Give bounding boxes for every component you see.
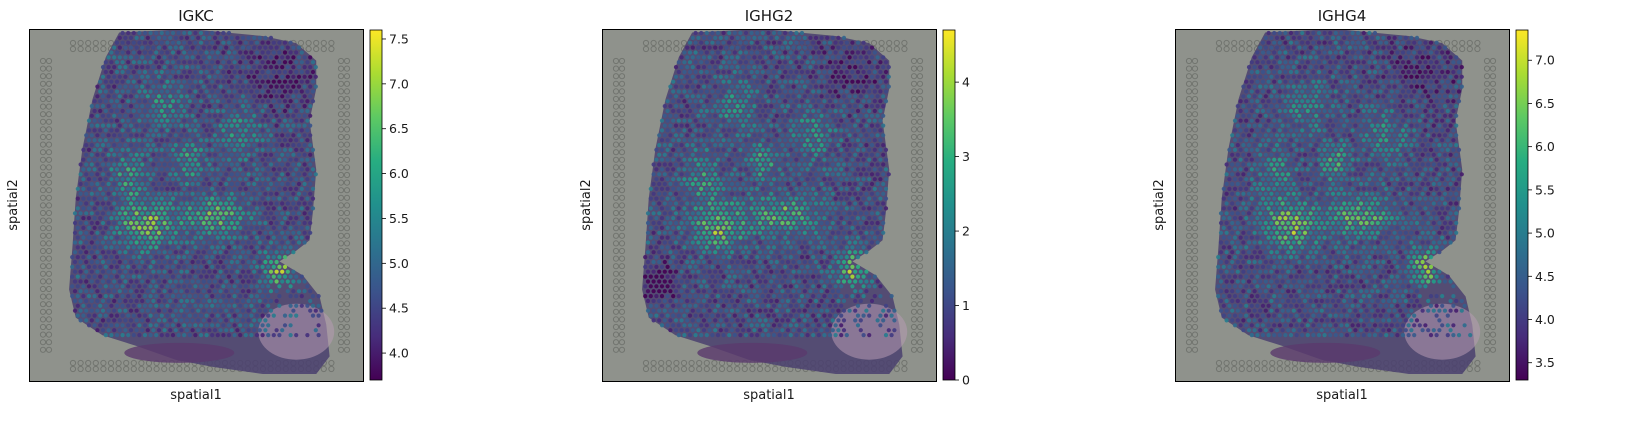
colorbar-tick-label: 6.5 [1535,96,1555,111]
colorbar-tick-label: 5.5 [1535,182,1555,197]
colorbar: 4.0 4.5 5.0 5.5 6.0 6.5 7.0 7.5 [369,29,409,381]
chart-title: IGHG2 [745,7,794,25]
x-axis-label: spatial1 [170,388,222,403]
colorbar-gradient [942,29,956,381]
colorbar-tick-label: 0 [962,373,970,388]
colorbar-tick-label: 7.0 [1535,53,1555,68]
colorbar-tick-label: 2 [962,224,970,239]
y-axis-label: spatial2 [579,179,594,231]
colorbar: 0 1 2 3 4 [942,29,970,388]
colorbar-tick-label: 7.0 [389,76,409,91]
y-axis-label: spatial2 [6,179,21,231]
colorbar-tick-label: 4.5 [1535,269,1555,284]
axes-frame [29,29,364,382]
panel-ighg4: IGHG4 spatial1 spatial2 3.5 4.0 4.5 5.0 5.5 6.0 6… [1152,7,1555,403]
colorbar-tick-label: 4 [962,75,970,90]
panel-ighg2: IGHG2 spatial1 spatial2 0 1 2 3 4 [579,7,970,403]
panel-igkc: IGKC spatial1 spatial2 4.0 4.5 5.0 5.5 6.0 6.5 7.… [6,7,409,403]
axes-frame [1175,29,1510,382]
colorbar-tick-label: 4.0 [1535,312,1555,327]
axes-frame [602,29,937,382]
colorbar-gradient [1515,29,1529,381]
colorbar-tick-label: 4.0 [389,346,409,361]
chart-title: IGKC [178,7,214,25]
y-axis-label: spatial2 [1152,179,1167,231]
colorbar: 3.5 4.0 4.5 5.0 5.5 6.0 6.5 7.0 [1515,29,1555,381]
colorbar-tick-label: 6.5 [389,121,409,136]
colorbar-tick-label: 4.5 [389,301,409,316]
stroma-region [258,303,335,360]
colorbar-tick-label: 3 [962,149,970,164]
expression-spots [643,30,897,338]
stroma-region [1404,303,1481,360]
chart-title: IGHG4 [1318,7,1367,25]
expression-spots [70,30,324,338]
colorbar-tick-label: 5.0 [389,256,409,271]
expression-spots [1216,30,1473,338]
colorbar-tick-label: 6.0 [389,166,409,181]
x-axis-label: spatial1 [743,388,795,403]
stroma-region [831,303,908,360]
colorbar-tick-label: 1 [962,298,970,313]
colorbar-tick-label: 3.5 [1535,355,1555,370]
colorbar-tick-label: 6.0 [1535,139,1555,154]
colorbar-gradient [369,29,383,381]
x-axis-label: spatial1 [1316,388,1368,403]
colorbar-tick-label: 7.5 [389,31,409,46]
colorbar-tick-label: 5.5 [389,211,409,226]
colorbar-tick-label: 5.0 [1535,226,1555,241]
